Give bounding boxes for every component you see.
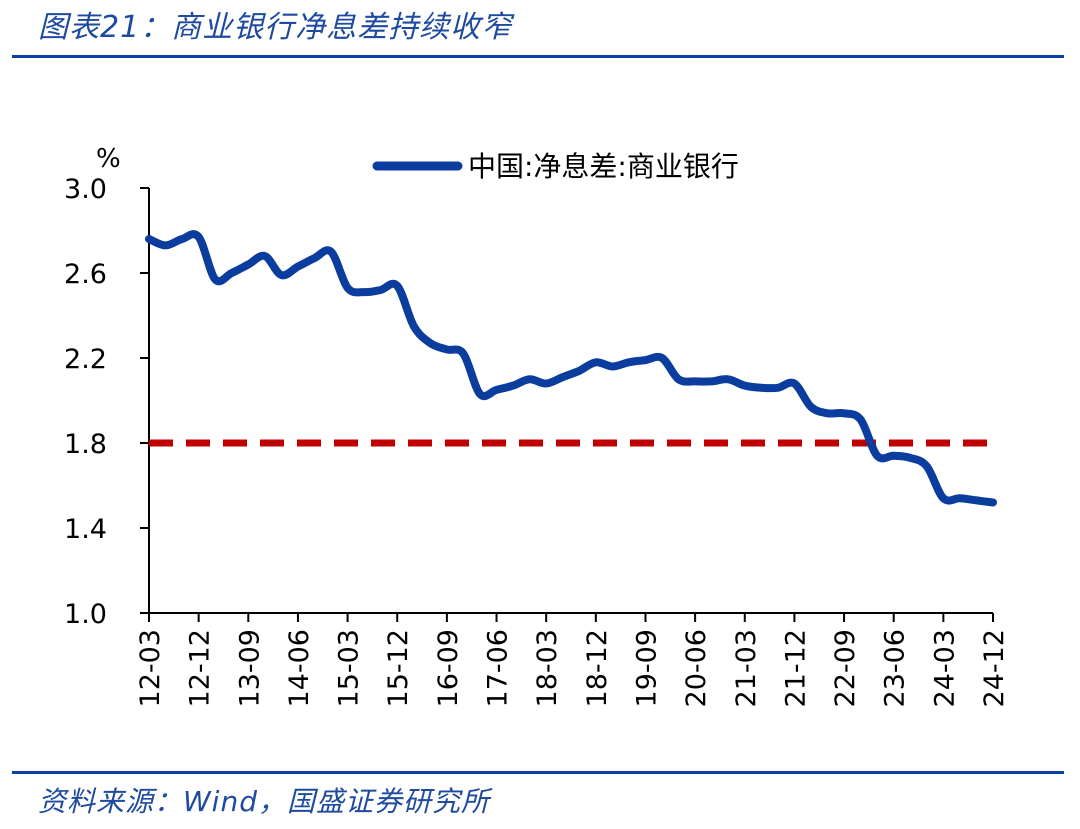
x-axis-ticks: 12-03 12-12 13-09 14-06 15-03 15-12 16-09 17-06…	[135, 613, 1010, 707]
x-tick-label: 24-12	[979, 629, 1010, 707]
y-axis-unit: %	[96, 144, 121, 174]
x-tick-label: 18-12	[582, 629, 613, 707]
y-tick-label: 1.4	[64, 514, 107, 545]
y-tick-label: 1.8	[64, 429, 107, 460]
x-tick-label: 14-06	[284, 629, 315, 707]
series-group	[145, 230, 997, 507]
x-tick-label: 13-09	[234, 629, 265, 707]
x-tick-label: 21-12	[780, 629, 811, 707]
x-tick-label: 15-12	[383, 629, 414, 707]
x-tick-label: 12-12	[185, 629, 216, 707]
x-tick-label: 19-09	[631, 629, 662, 707]
header-divider	[12, 55, 1064, 58]
x-tick-label: 24-03	[929, 629, 960, 707]
y-axis-ticks: 1.0 1.4 1.8 2.2 2.6 3.0	[64, 174, 149, 630]
x-tick-label: 23-06	[880, 629, 911, 707]
x-tick-label: 17-06	[483, 629, 514, 707]
x-tick-label: 15-03	[334, 629, 365, 707]
x-tick-label: 20-06	[681, 629, 712, 707]
chart-legend: 中国:净息差:商业银行	[372, 150, 739, 183]
y-tick-label: 1.0	[64, 599, 107, 630]
x-tick-label: 21-03	[731, 629, 762, 707]
y-tick-label: 3.0	[64, 174, 107, 205]
y-tick-label: 2.6	[64, 259, 107, 290]
chart-axes	[148, 188, 993, 614]
series-line-0	[145, 230, 997, 507]
x-tick-label: 18-03	[532, 629, 563, 707]
legend-label: 中国:净息差:商业银行	[468, 150, 739, 183]
footer-divider	[12, 771, 1064, 774]
x-tick-label: 16-09	[433, 629, 464, 707]
x-tick-label: 12-03	[135, 629, 166, 707]
figure-title: 图表21：商业银行净息差持续收窄	[38, 10, 513, 45]
y-tick-label: 2.2	[64, 344, 107, 375]
source-note: 资料来源：Wind，国盛证券研究所	[38, 785, 490, 818]
x-tick-label: 22-09	[830, 629, 861, 707]
